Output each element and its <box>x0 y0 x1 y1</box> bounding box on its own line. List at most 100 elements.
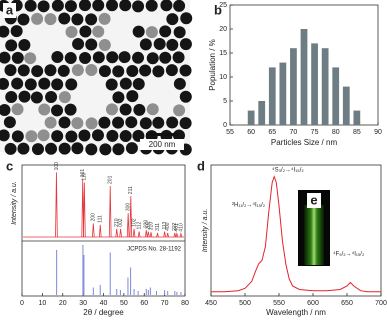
particle <box>152 65 165 78</box>
particle <box>146 52 159 65</box>
particle <box>119 77 132 90</box>
x-axis-label: Particles Size / nm <box>271 138 338 147</box>
peak <box>98 224 102 238</box>
particle <box>179 90 192 103</box>
particle <box>173 77 186 90</box>
peak-label: 401 <box>174 223 180 232</box>
peak <box>166 232 169 238</box>
x-tick-label: 40 <box>100 300 108 307</box>
x-tick-label: 10 <box>38 300 46 307</box>
peak <box>132 228 136 238</box>
particle <box>71 142 84 155</box>
particle <box>166 13 179 26</box>
particle <box>98 12 111 25</box>
inset-label: e <box>310 192 317 207</box>
particle <box>106 129 119 142</box>
peak-label: 410 <box>178 223 184 232</box>
particle <box>31 143 44 156</box>
particle <box>166 38 179 51</box>
peak <box>163 231 166 238</box>
particle <box>0 51 11 64</box>
particle <box>58 142 71 155</box>
particle <box>139 38 152 51</box>
peak-label: 400 <box>165 222 171 231</box>
particle <box>132 25 145 38</box>
particle <box>71 64 84 77</box>
peak-label: 201 <box>108 175 114 184</box>
y-tick-label: 10 <box>219 74 227 81</box>
panel-label: a <box>6 2 14 17</box>
particle <box>17 13 30 26</box>
particle <box>126 90 139 103</box>
scale-bar <box>146 133 178 136</box>
peak <box>83 182 86 237</box>
particle <box>65 25 78 38</box>
particle <box>78 129 91 142</box>
peak <box>108 185 112 237</box>
particle <box>58 116 71 129</box>
peak <box>149 232 153 238</box>
particle <box>160 0 173 12</box>
annotation: ⁴S₃/₂→⁴I₁₅/₂ <box>272 167 304 174</box>
particle <box>30 91 43 104</box>
x-tick-label: 55 <box>226 129 234 136</box>
particle <box>5 90 18 103</box>
particle <box>165 64 178 77</box>
particle <box>0 103 11 116</box>
particle <box>0 129 10 142</box>
inset-photo <box>298 190 330 266</box>
particle <box>11 77 24 90</box>
particle <box>91 129 104 142</box>
peak-label: 101 <box>80 169 86 178</box>
bar <box>247 110 255 125</box>
peak <box>137 231 141 238</box>
particle <box>173 129 186 142</box>
peak-label: 111 <box>98 215 104 223</box>
panel-label: b <box>214 2 222 17</box>
particle <box>0 25 10 38</box>
particle <box>38 77 51 90</box>
particle <box>71 13 84 26</box>
particle <box>5 39 18 52</box>
particle <box>11 103 24 116</box>
plot-frame <box>210 164 382 297</box>
particle <box>79 51 92 64</box>
x-tick-label: 600 <box>307 300 319 307</box>
particle <box>119 0 132 12</box>
peak <box>156 232 159 238</box>
particle <box>139 64 152 77</box>
label-box <box>3 3 16 18</box>
y-axis-label: Intensity / a.u. <box>202 209 209 253</box>
peak <box>147 231 150 238</box>
x-tick-label: 75 <box>311 129 319 136</box>
x-tick-label: 450 <box>205 300 217 307</box>
particle <box>0 77 10 90</box>
particle <box>112 116 125 129</box>
y-tick-label: 15 <box>219 50 227 57</box>
annotation: ²H₁₁/₂→⁴I₁₅/₂ <box>232 202 266 209</box>
particle <box>139 117 152 130</box>
particle <box>64 52 77 65</box>
peak-label: 300 <box>125 203 131 212</box>
panel-label: d <box>197 158 205 173</box>
particle <box>85 38 98 51</box>
x-axis-label: 2θ / degree <box>83 308 124 317</box>
bar <box>258 101 266 125</box>
particle <box>153 38 166 51</box>
particle <box>51 104 64 117</box>
particle <box>132 0 145 13</box>
bar <box>311 43 318 125</box>
particle <box>65 130 78 143</box>
particle <box>125 116 138 129</box>
x-tick-label: 650 <box>341 300 353 307</box>
bar <box>342 86 350 125</box>
particle <box>119 103 132 116</box>
particle <box>145 26 158 39</box>
particle <box>132 51 145 64</box>
particle <box>24 0 37 12</box>
particle <box>25 130 38 143</box>
scale-text: 200 nm <box>149 140 176 149</box>
particle <box>51 0 64 12</box>
particle <box>85 143 98 156</box>
peak-label: 102 <box>131 218 137 227</box>
